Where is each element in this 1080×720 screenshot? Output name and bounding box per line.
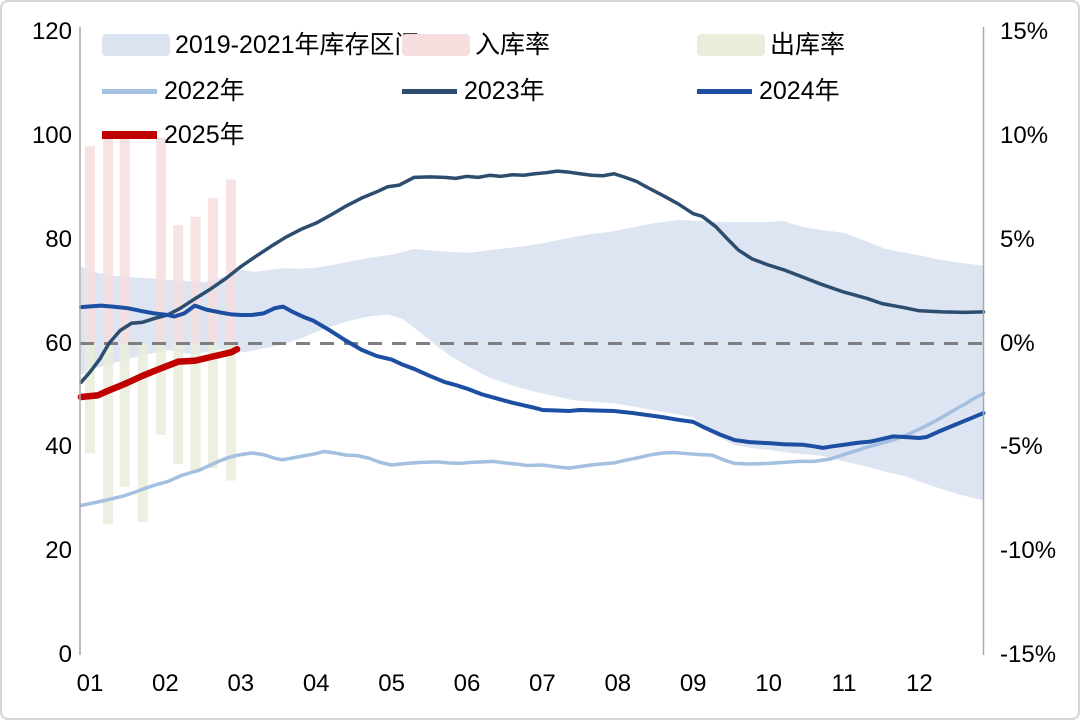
line-2023-swatch xyxy=(402,88,457,94)
y-left-tick-100: 100 xyxy=(31,121,72,149)
y-right-tick--10%: -10% xyxy=(1000,537,1057,565)
legend-label-2022: 2022年 xyxy=(164,77,245,105)
x-tick-07: 07 xyxy=(529,670,556,697)
legend-label-2025: 2025年 xyxy=(164,121,245,149)
legend-item-band: 2019-2021年库存区间 xyxy=(102,31,420,59)
y-right-tick-5%: 5% xyxy=(1000,225,1035,253)
x-tick-12: 12 xyxy=(906,670,933,697)
line-2025-swatch xyxy=(102,131,157,139)
y-right-tick--15%: -15% xyxy=(1000,641,1057,668)
legend-item-2023: 2023年 xyxy=(402,77,545,105)
x-tick-01: 01 xyxy=(76,670,104,697)
inbound-rate-swatch xyxy=(402,34,470,56)
y-right-tick-15%: 15% xyxy=(1000,18,1049,45)
x-tick-08: 08 xyxy=(604,670,632,697)
outbound-rate-swatch xyxy=(697,34,765,56)
x-tick-06: 06 xyxy=(453,670,481,697)
legend-item-2025: 2025年 xyxy=(102,121,245,149)
x-tick-02: 02 xyxy=(152,670,179,697)
legend-label-2024: 2024年 xyxy=(759,77,840,105)
legend-label-2023: 2023年 xyxy=(464,77,545,105)
legend-label-band: 2019-2021年库存区间 xyxy=(175,31,420,59)
y-left-tick-60: 60 xyxy=(45,329,72,357)
legend-item-2024: 2024年 xyxy=(697,77,840,105)
x-tick-03: 03 xyxy=(227,670,255,697)
y-right-tick-10%: 10% xyxy=(1000,121,1049,149)
legend-label-inbound-rate: 入库率 xyxy=(475,31,551,59)
x-tick-04: 04 xyxy=(302,670,330,697)
line-2024-swatch xyxy=(697,88,752,94)
y-right-tick--5%: -5% xyxy=(1000,433,1043,461)
legend-item-outbound-rate: 出库率 xyxy=(697,31,845,59)
x-tick-10: 10 xyxy=(755,670,782,697)
y-left-tick-0: 0 xyxy=(58,641,72,668)
y-left-tick-40: 40 xyxy=(45,433,72,461)
x-tick-11: 11 xyxy=(831,670,857,697)
y-left-tick-80: 80 xyxy=(45,225,72,253)
y-right-tick-0%: 0% xyxy=(1000,329,1035,357)
legend-label-outbound-rate: 出库率 xyxy=(770,31,846,59)
line-2022-swatch xyxy=(102,88,157,94)
y-left-tick-20: 20 xyxy=(45,537,72,565)
band-swatch xyxy=(102,34,170,56)
legend-item-2022: 2022年 xyxy=(102,77,245,105)
x-tick-09: 09 xyxy=(679,670,707,697)
y-left-tick-120: 120 xyxy=(31,18,72,45)
x-tick-05: 05 xyxy=(378,670,405,697)
legend-item-inbound-rate: 入库率 xyxy=(402,31,550,59)
